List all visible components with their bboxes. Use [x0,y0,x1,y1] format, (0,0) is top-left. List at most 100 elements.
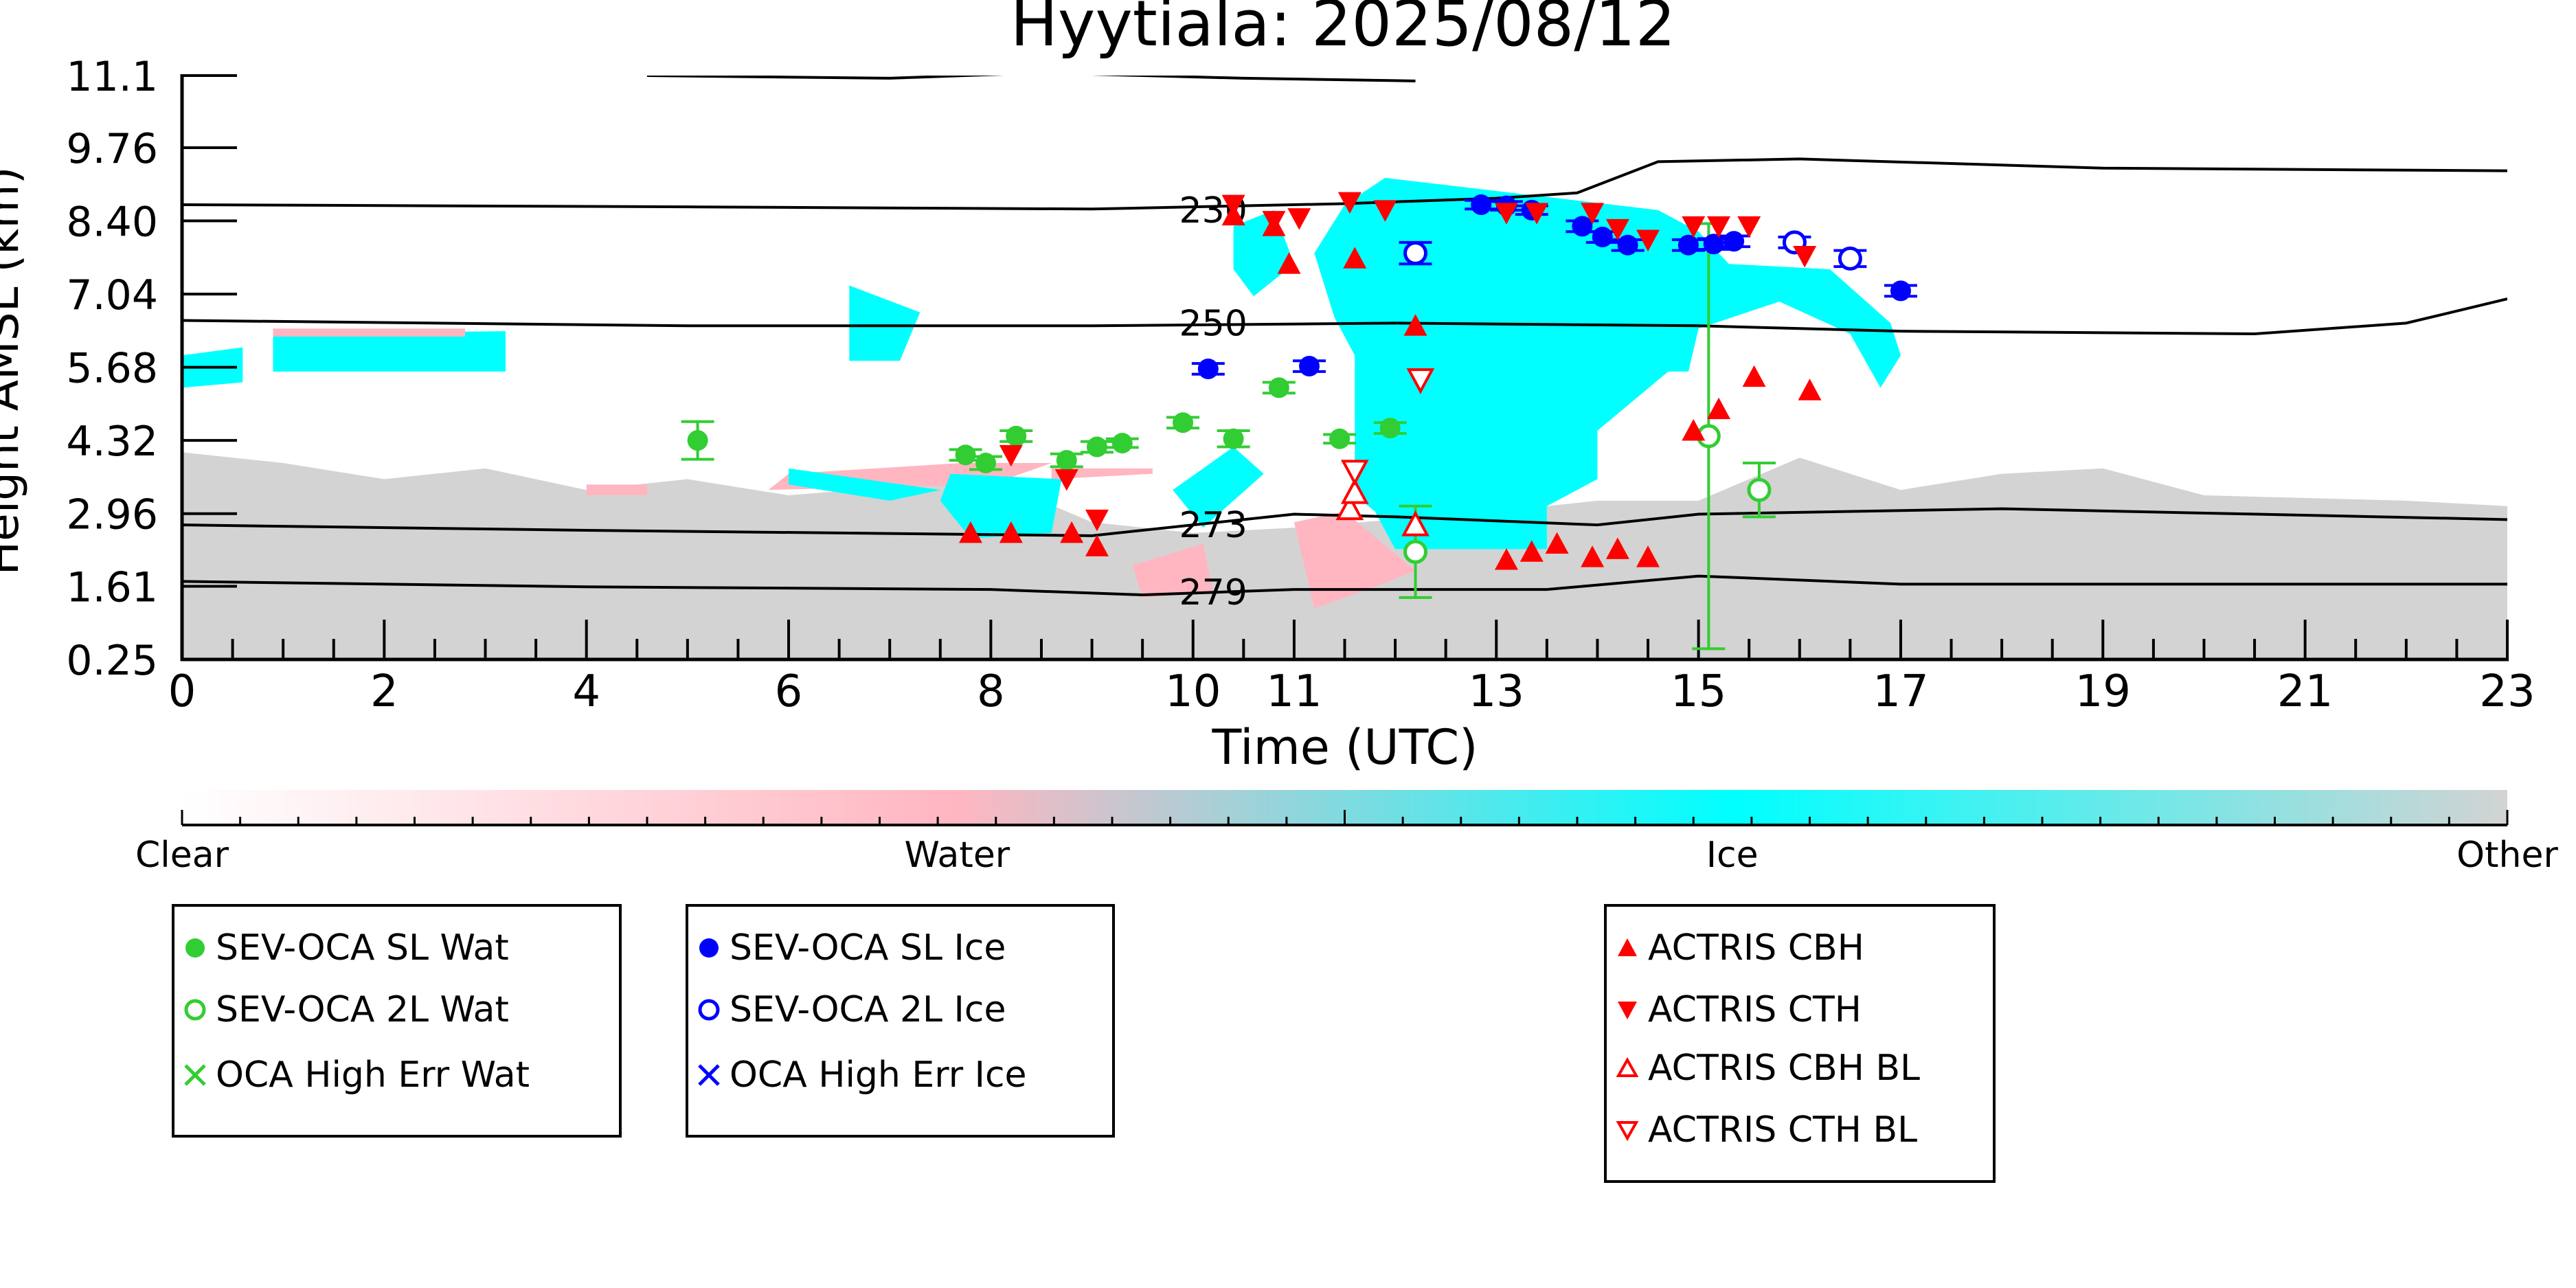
data-point [687,430,708,451]
data-point [1298,356,1320,377]
data-point [1406,368,1435,394]
legend-item-actris-cth-bl: ACTRIS CTH BL [1607,1103,1917,1157]
contour-label: 279 [1179,572,1247,613]
data-point [1724,231,1745,252]
legend-actris: ACTRIS CBH ACTRIS CTH ACTRIS CBH BL ACTR… [1604,904,1996,1183]
legend-label: SEV-OCA SL Wat [216,927,509,969]
y-tick-label: 0.25 [66,637,158,685]
data-point [1682,419,1706,441]
cloud-region-water [273,328,466,337]
data-point [1677,234,1699,256]
data-point [1636,545,1660,567]
x-tick-label: 17 [1873,666,1928,717]
cloud-region-ice [789,468,940,501]
data-point [1268,377,1289,398]
data-point [1494,203,1518,225]
filled-circle-icon [688,934,730,962]
data-point [1086,436,1107,457]
x-tick-label: 11 [1266,666,1322,717]
data-point [1682,216,1706,238]
contour-label: 250 [1179,303,1247,344]
data-point [975,453,997,474]
cloud-mask-layer [182,177,2507,659]
x-tick-label: 6 [775,666,803,717]
legend-label: SEV-OCA 2L Ice [730,989,1006,1030]
cloud-region-water [1293,511,1416,609]
x-tick-label: 13 [1469,666,1524,717]
data-point [1605,537,1629,559]
data-point [1085,509,1109,532]
series-sev-oca-sl-wat [681,377,1407,474]
triangle-up-icon [1607,934,1648,962]
data-point [1793,245,1817,268]
data-point [1471,194,1492,216]
data-point [1525,203,1549,225]
cross-icon [174,1061,216,1089]
data-point [1277,252,1301,274]
series-sev-oca-2l-wat [1399,222,1776,651]
data-point [1340,477,1369,504]
data-point [1085,534,1109,556]
legend-label: ACTRIS CTH BL [1648,1109,1918,1151]
data-point [1373,200,1397,222]
y-tick-label: 11.1 [66,53,158,101]
chart-title: Hyytiala: 2025/08/12 [1010,0,1676,60]
x-tick-label: 0 [168,666,196,717]
open-triangle-up-icon [1607,1054,1648,1082]
data-point [1703,234,1724,255]
legend-item-sev-oca-sl-ice: SEV-OCA SL Ice [688,920,1006,975]
data-point [1111,433,1133,454]
data-point [1006,425,1027,447]
cloud-region-water [1132,543,1214,598]
data-point [1581,203,1605,225]
x-tick-label: 23 [2479,666,2535,717]
marker-layer [681,192,1917,651]
legend-item-sev-oca-sl-wat: SEV-OCA SL Wat [174,920,509,975]
x-tick-label: 8 [977,666,1005,717]
cloud-region-ice [1314,177,1901,550]
colorbar-label: Clear [135,835,229,876]
series-actris-cth-bl [1340,368,1435,486]
legend-water: SEV-OCA SL Wat SEV-OCA 2L Wat OCA High E… [172,904,622,1138]
y-axis-label: Height AMSL (km) [0,167,29,576]
data-point [1403,539,1428,564]
legend-ice: SEV-OCA SL Ice SEV-OCA 2L Ice OCA High E… [686,904,1115,1138]
data-point [1592,227,1613,248]
data-point [1403,241,1428,266]
y-tick-label: 5.68 [66,345,158,393]
cross-icon [688,1061,730,1089]
data-point [1054,469,1078,491]
data-point [1343,247,1367,269]
data-point [955,444,976,466]
data-point [1287,208,1311,230]
cloud-region-water [586,484,647,496]
colorbar-label: Other [2456,835,2558,876]
data-point [1056,450,1077,471]
series-actris-cbh-bl [1335,477,1430,536]
legend-item-sev-oca-2l-ice: SEV-OCA 2L Ice [688,982,1006,1037]
colorbar-label: Ice [1706,835,1759,876]
legend-item-sev-oca-2l-wat: SEV-OCA 2L Wat [174,982,509,1037]
data-point [1737,216,1761,238]
y-tick-label: 8.40 [66,199,158,247]
series-actris-cth [999,192,1817,532]
x-tick-label: 4 [572,666,600,717]
filled-circle-icon [174,934,216,962]
colorbar: Clear Water Ice Other [135,790,2558,876]
cloud-region-ice [273,331,506,372]
data-point [1617,234,1638,256]
open-circle-icon [688,996,730,1024]
data-point [1636,229,1660,251]
legend-label: SEV-OCA SL Ice [730,927,1006,969]
cloud-region-ice [849,285,920,361]
contour-line-230 [182,157,2507,211]
data-point [1838,246,1862,271]
y-tick-label: 9.76 [66,125,158,173]
legend-label: ACTRIS CBH BL [1648,1048,1920,1089]
contour-label: 273 [1179,505,1247,546]
data-point [1742,365,1766,387]
data-point [1335,494,1364,521]
x-axis-label: Time (UTC) [1212,719,1478,776]
data-point [1197,358,1219,379]
